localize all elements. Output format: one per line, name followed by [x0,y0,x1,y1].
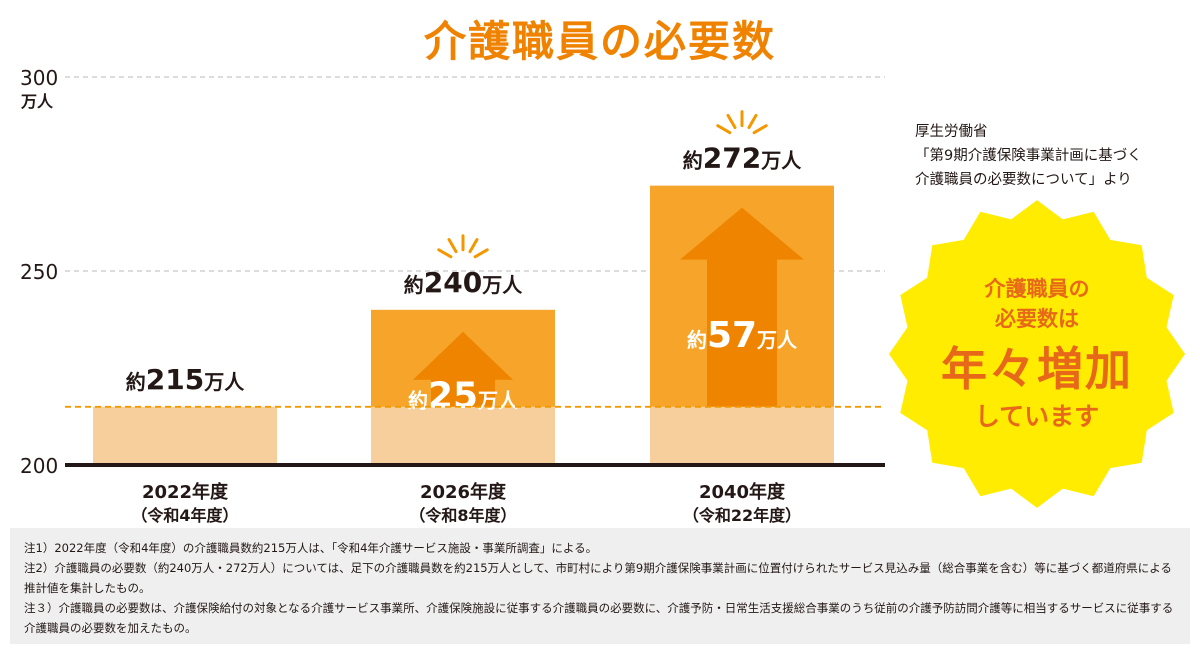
x-category-label: 2022年度 [142,481,229,503]
badge-text: 介護職員の 必要数は 年々増加 しています [888,198,1186,510]
burst-ray [726,113,737,130]
burst-ray [447,238,458,254]
total-label: 約240万人 [404,266,523,299]
y-tick-label: 250 [20,260,58,284]
footnote-2: 注2）介護職員の必要数（約240万人・272万人）については、足下の介護職員数を… [24,561,1172,595]
chart-title: 介護職員の必要数 [423,17,776,66]
source-line-1: 厚生労働省 [915,124,988,140]
source-line-3: 介護職員の必要数について」より [915,172,1132,188]
increase-label: 約57万人 [687,315,798,356]
y-tick-label: 200 [20,454,58,478]
bar-base-segment [93,406,277,465]
footnotes: 注1）2022年度（令和4年度）の介護職員数約215万人は、「令和4年介護サービ… [10,528,1190,644]
burst-ray [747,113,758,130]
increase-arrow [413,331,513,407]
badge-line-1: 介護職員の [984,277,1090,301]
y-tick-label: 300 [20,66,58,90]
starburst-badge [889,200,1185,508]
starburst-shape [889,200,1185,508]
x-category-label: 2026年度 [420,481,507,503]
burst-ray [752,124,768,135]
source-line-2: 「第9期介護保険事業計画に基づく [915,148,1142,164]
total-label: 約215万人 [126,363,245,396]
y-unit-label: 万人 [20,92,54,111]
increase-arrow [680,207,804,407]
burst-ray [473,248,489,259]
footnote-1: 注1）2022年度（令和4年度）の介護職員数約215万人は、「令和4年介護サービ… [24,541,598,555]
bar-base-segment [650,406,834,465]
badge-line-2: 必要数は [995,307,1079,331]
footnote-3: 注３）介護職員の必要数は、介護保険給付の対象となる介護サービス事業所、介護保険施… [24,601,1174,635]
badge-headline: 年々増加 [941,342,1133,396]
x-category-sublabel: （令和8年度） [409,506,516,525]
x-category-label: 2040年度 [699,481,786,503]
increase-label: 約25万人 [408,375,519,416]
burst-ray [468,238,479,254]
burst-ray [437,248,453,259]
bar-base-segment [371,406,555,465]
source-citation: 厚生労働省 「第9期介護保険事業計画に基づく 介護職員の必要数について」より [915,120,1142,192]
x-category-sublabel: （令和4年度） [131,506,238,525]
x-category-sublabel: （令和22年度） [683,506,801,525]
burst-ray [716,124,732,135]
badge-line-4: しています [974,402,1100,431]
total-label: 約272万人 [683,142,802,175]
